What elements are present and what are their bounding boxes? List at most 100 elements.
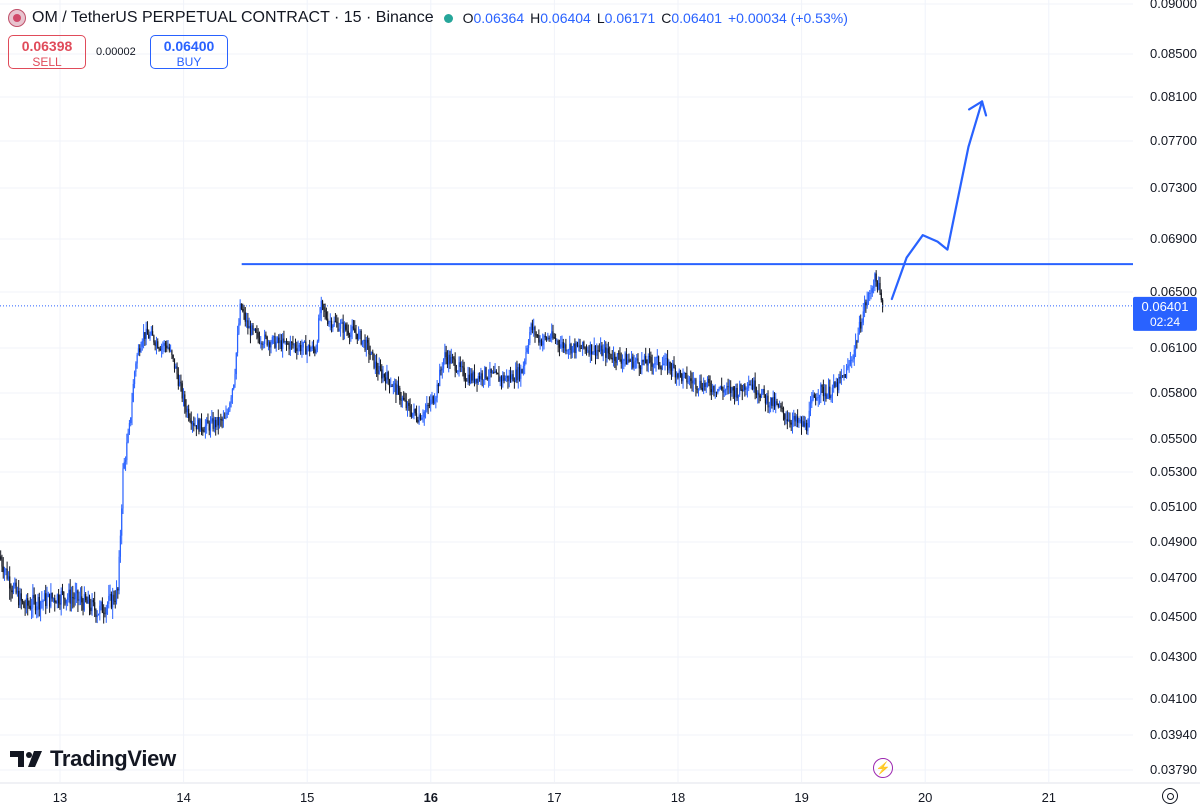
buy-button[interactable]: 0.06400 BUY <box>150 35 228 69</box>
candle-body <box>460 366 463 368</box>
candle-body <box>606 348 608 358</box>
candle-body <box>67 597 69 600</box>
candle-body <box>23 601 25 608</box>
candle-body <box>133 371 136 384</box>
candle-body <box>222 417 225 421</box>
candle-body <box>741 389 743 392</box>
ohlc-open: O0.06364 <box>462 10 525 26</box>
candle-body <box>749 384 751 386</box>
candle-body <box>352 326 355 329</box>
candle-body <box>77 590 79 601</box>
candle-body <box>92 600 94 603</box>
candle-body <box>247 320 249 329</box>
candle-body <box>345 324 347 330</box>
candle-body <box>831 387 833 396</box>
ohlc-close: C0.06401 <box>661 10 722 26</box>
market-open-dot <box>443 13 453 23</box>
candle-body <box>48 593 51 607</box>
candle-body <box>235 352 237 375</box>
candle-body <box>669 361 671 369</box>
candle-body <box>332 325 334 328</box>
candle-body <box>213 419 215 429</box>
drawing-annotations[interactable] <box>0 100 1133 307</box>
candle-body <box>579 345 581 349</box>
candle-body <box>146 328 149 335</box>
candle-body <box>784 413 786 420</box>
x-tick-label: 14 <box>176 790 190 805</box>
candle-body <box>376 361 378 371</box>
candle-body <box>415 413 418 420</box>
candle-body <box>427 404 429 406</box>
sell-button[interactable]: 0.06398 SELL <box>8 35 86 69</box>
candle-body <box>190 420 192 425</box>
candle-body <box>113 594 115 601</box>
candle-body <box>588 350 590 355</box>
lightning-icon[interactable]: ⚡ <box>873 758 893 778</box>
candle-body <box>153 335 155 343</box>
candle-body <box>234 374 236 385</box>
price-axis[interactable]: 0.09000 0.08500 0.08100 0.07700 0.07300 0.069… <box>1133 0 1197 777</box>
candle-body <box>15 582 17 593</box>
candle-body <box>844 374 846 378</box>
candle-body <box>473 372 476 383</box>
candle-body <box>699 380 701 389</box>
candle-body <box>857 332 859 342</box>
candle-body <box>875 273 877 282</box>
ohlc-high: H0.06404 <box>530 10 591 26</box>
candle-body <box>312 345 315 349</box>
candle-body <box>230 397 232 403</box>
candle-body <box>218 418 221 426</box>
y-tick-label: 0.05800 <box>1150 385 1197 400</box>
candle-body <box>625 353 627 365</box>
candle-body <box>630 356 633 362</box>
candle-body <box>142 332 145 341</box>
candle-body <box>379 366 382 370</box>
candle-body <box>477 376 479 384</box>
candle-body <box>68 589 70 598</box>
candle-body <box>678 370 680 378</box>
candle-body <box>391 385 393 387</box>
candle-body <box>216 417 218 428</box>
candle-body <box>502 375 504 382</box>
tradingview-brand[interactable]: TradingView <box>10 746 176 772</box>
candle-body <box>21 600 24 602</box>
candle-body <box>583 341 585 348</box>
candle-body <box>267 342 270 346</box>
candle-body <box>301 347 303 352</box>
y-tick-label: 0.04300 <box>1150 649 1197 664</box>
y-tick-label: 0.04700 <box>1150 570 1197 585</box>
candle-body <box>472 372 474 381</box>
gear-icon[interactable] <box>1162 788 1178 804</box>
candle-body <box>660 367 662 370</box>
candle-body <box>852 358 854 360</box>
candle-body <box>33 594 35 599</box>
candle-body <box>499 376 501 382</box>
candle-body <box>643 355 646 362</box>
candle-body <box>710 389 712 393</box>
candle-body <box>696 388 698 390</box>
y-tick-label: 0.08500 <box>1150 46 1197 61</box>
candle-body <box>482 379 485 381</box>
last-price-tag <box>1133 296 1197 331</box>
candle-body <box>291 342 293 344</box>
candle-body <box>462 366 464 368</box>
candle-body <box>620 359 622 364</box>
candle-body <box>19 593 21 606</box>
candle-body <box>463 367 465 380</box>
candle-body <box>838 376 840 391</box>
candle-body <box>648 356 651 358</box>
candle-body <box>55 602 57 604</box>
candle-body <box>50 592 52 607</box>
candle-body <box>110 593 112 608</box>
time-axis[interactable]: 13 14 15 16 17 18 19 20 21 <box>0 782 1200 805</box>
candle-body <box>83 594 85 610</box>
candle-body <box>611 357 613 360</box>
candle-body <box>566 350 568 352</box>
price-change: +0.00034 (+0.53%) <box>727 10 848 26</box>
candle-body <box>266 336 268 346</box>
candle-body <box>315 349 317 353</box>
candle-body <box>642 359 644 362</box>
candle-body <box>491 371 494 374</box>
symbol-title[interactable]: OM / TetherUS PERPETUAL CONTRACT · 15 · … <box>32 9 434 26</box>
